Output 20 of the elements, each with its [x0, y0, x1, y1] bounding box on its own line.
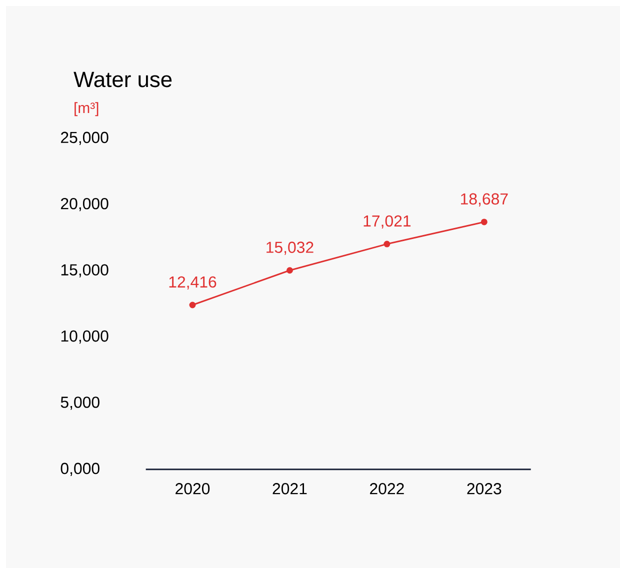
- x-tick-label: 2020: [176, 483, 210, 494]
- point: [286, 267, 293, 274]
- y-tick-label: 10,000: [61, 330, 108, 344]
- y-tick-label: 0,000: [60, 462, 100, 476]
- y-tick-label: 15,000: [61, 264, 108, 278]
- data-label: 15,032: [266, 242, 314, 255]
- point: [384, 240, 390, 248]
- chart-title: Water use: [74, 72, 172, 88]
- data-label: 12,416: [169, 276, 216, 290]
- y-tick-label: 20,000: [60, 198, 108, 212]
- y-tick-label: 5,000: [60, 396, 100, 410]
- point: [480, 218, 488, 226]
- data-label: 17,021: [364, 215, 411, 228]
- x-tick-label: 2023: [467, 483, 502, 494]
- chart-subtitle: [m³]: [74, 102, 98, 116]
- x-tick-label: 2021: [272, 483, 307, 494]
- y-tick-label: 25,000: [60, 132, 108, 145]
- point: [189, 302, 196, 308]
- x-tick-label: 2022: [370, 483, 404, 494]
- data-label: 18,687: [461, 193, 508, 206]
